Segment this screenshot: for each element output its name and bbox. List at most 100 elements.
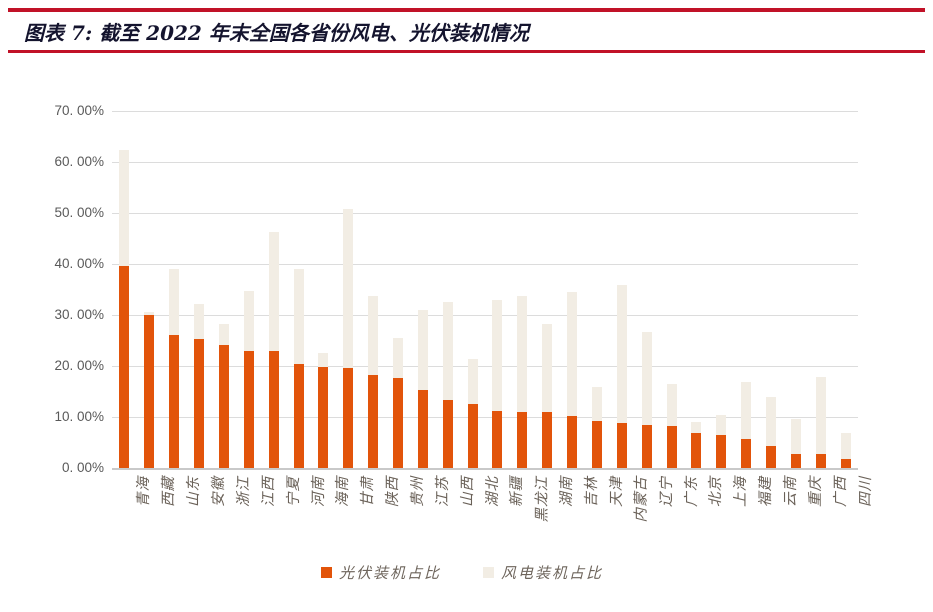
x-label-福建: 福建	[734, 474, 774, 566]
bar-solar-新疆	[492, 410, 503, 468]
bar-wind-安徽	[194, 304, 205, 340]
bar-wind-海南	[318, 353, 329, 368]
x-label-浙江: 浙江	[211, 474, 252, 566]
x-label-宁夏: 宁夏	[261, 474, 302, 566]
bar-solar-广东	[666, 426, 677, 468]
bar-wind-福建	[741, 382, 752, 440]
gridline	[112, 213, 858, 214]
bar-wind-广东	[666, 384, 677, 427]
x-label-辽宁: 辽宁	[634, 474, 675, 566]
x-label-山西: 山西	[435, 474, 476, 566]
bar-wind-广西	[815, 377, 826, 455]
chart-title: 图表 7: 截至 2022 年末全国各省份风电、光伏装机情况	[24, 21, 529, 45]
x-label-新疆: 新疆	[485, 474, 525, 566]
legend-label-solar: 光伏装机占比	[338, 564, 441, 582]
x-axis-line	[112, 468, 858, 470]
header-rule-top	[8, 8, 925, 12]
bar-solar-上海	[716, 435, 727, 468]
x-label-上海: 上海	[709, 474, 749, 566]
bar-wind-上海	[716, 414, 727, 436]
bar-solar-山东	[169, 335, 180, 468]
gridline	[112, 162, 858, 163]
bar-wind-青海	[119, 149, 130, 266]
bar-wind-甘肃	[343, 209, 354, 369]
x-label-西藏: 西藏	[137, 474, 177, 566]
bar-wind-湖北	[467, 358, 478, 404]
x-label-广东: 广东	[659, 474, 700, 566]
x-label-海南: 海南	[311, 474, 351, 566]
y-tick-label: 0. 00%	[61, 460, 104, 475]
bar-wind-山东	[169, 269, 180, 336]
gridline	[112, 315, 858, 316]
x-label-吉林: 吉林	[560, 474, 600, 566]
bar-wind-新疆	[492, 300, 503, 411]
bar-solar-江苏	[417, 389, 428, 468]
bar-wind-吉林	[567, 292, 578, 417]
bar-wind-江西	[243, 290, 254, 351]
bar-wind-黑龙江	[517, 295, 528, 412]
x-label-河南: 河南	[286, 474, 327, 566]
bar-solar-黑龙江	[517, 411, 528, 468]
bar-wind-内蒙古	[616, 284, 627, 423]
x-label-广西: 广西	[808, 474, 849, 566]
bar-solar-宁夏	[268, 351, 279, 468]
solar-legend-swatch-icon	[320, 567, 332, 578]
bar-solar-云南	[765, 445, 776, 468]
bar-wind-湖南	[542, 324, 553, 413]
x-label-黑龙江: 黑龙江	[510, 474, 550, 566]
bar-wind-宁夏	[268, 231, 279, 352]
x-label-山东: 山东	[162, 474, 202, 566]
gridline	[112, 111, 858, 112]
x-label-贵州: 贵州	[386, 474, 426, 566]
x-label-重庆: 重庆	[783, 474, 824, 566]
bar-solar-吉林	[567, 416, 578, 468]
legend-item-solar: 光伏装机占比	[320, 562, 441, 583]
bar-wind-河南	[293, 269, 304, 364]
bar-wind-四川	[840, 432, 851, 459]
x-label-湖北: 湖北	[460, 474, 501, 566]
bar-wind-辽宁	[641, 332, 652, 426]
bar-solar-辽宁	[641, 425, 652, 468]
x-label-内蒙古: 内蒙古	[609, 474, 650, 566]
wind-legend-swatch-icon	[483, 567, 494, 578]
bar-wind-陕西	[368, 295, 379, 376]
bar-solar-陕西	[368, 375, 379, 468]
bar-wind-西藏	[144, 312, 155, 315]
bar-solar-浙江	[218, 344, 229, 468]
bar-solar-海南	[318, 367, 329, 468]
bar-solar-江西	[243, 350, 254, 468]
bar-wind-北京	[691, 421, 702, 433]
x-label-陕西: 陕西	[361, 474, 401, 566]
bar-wind-山西	[442, 301, 453, 400]
bar-wind-浙江	[218, 323, 229, 345]
x-label-四川: 四川	[833, 474, 874, 566]
bar-solar-重庆	[790, 453, 801, 468]
header-rule-bottom	[8, 50, 925, 53]
y-tick-label: 20. 00%	[54, 358, 104, 373]
x-label-text: 四川	[857, 476, 874, 507]
bar-wind-云南	[765, 397, 776, 446]
y-tick-label: 70. 00%	[54, 103, 104, 118]
bar-solar-湖北	[467, 403, 478, 468]
bar-solar-安徽	[194, 339, 205, 468]
x-label-青海: 青海	[112, 474, 152, 566]
x-label-云南: 云南	[759, 474, 799, 566]
x-label-甘肃: 甘肃	[336, 474, 376, 566]
x-label-天津: 天津	[584, 474, 625, 566]
bar-solar-青海	[119, 265, 130, 468]
gridline	[112, 417, 858, 418]
chart-legend: 光伏装机占比 风电装机占比	[112, 562, 812, 583]
y-tick-label: 30. 00%	[54, 307, 104, 322]
bar-solar-西藏	[144, 315, 155, 468]
bar-solar-广西	[815, 454, 826, 468]
bar-solar-山西	[442, 399, 453, 468]
y-tick-label: 40. 00%	[54, 256, 104, 271]
bar-solar-福建	[741, 439, 752, 468]
bar-solar-天津	[591, 421, 602, 468]
bar-wind-天津	[591, 386, 602, 422]
gridline	[112, 264, 858, 265]
legend-label-wind: 风电装机占比	[501, 564, 604, 582]
x-label-江西: 江西	[236, 474, 277, 566]
bar-solar-湖南	[542, 412, 553, 468]
